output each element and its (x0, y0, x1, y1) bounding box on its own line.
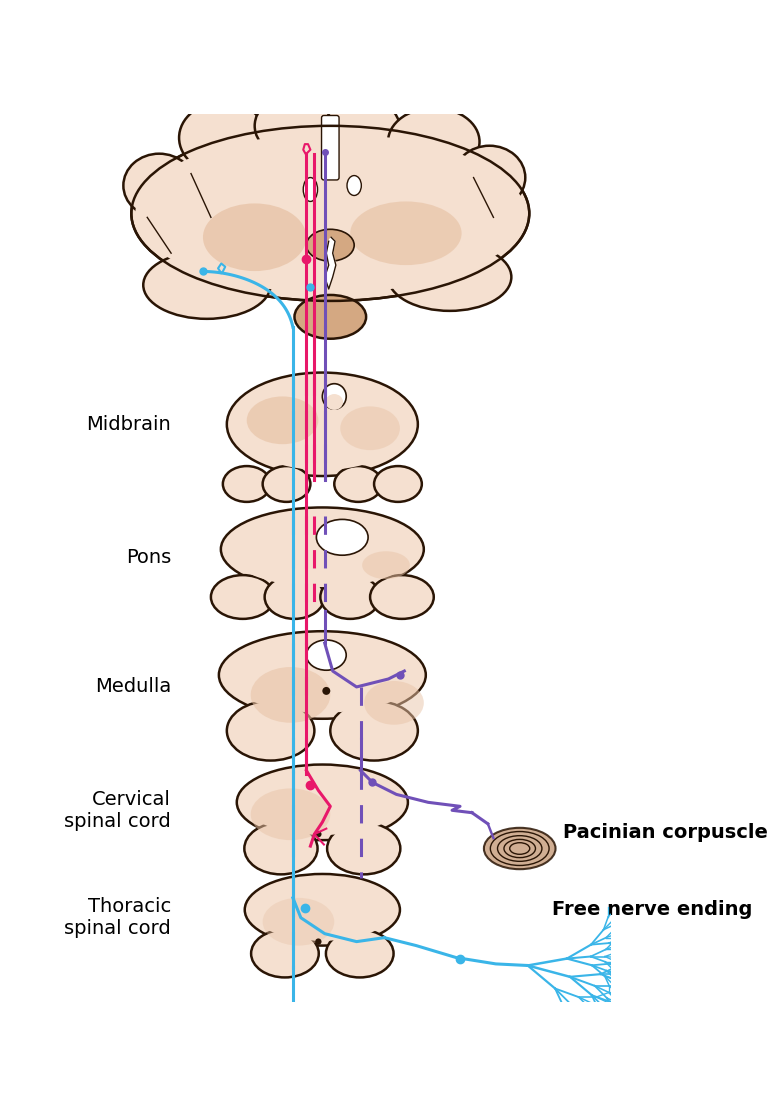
Ellipse shape (227, 373, 418, 477)
Ellipse shape (334, 466, 382, 502)
Ellipse shape (247, 396, 319, 444)
Ellipse shape (326, 930, 393, 978)
Ellipse shape (245, 874, 400, 945)
Ellipse shape (265, 575, 324, 619)
Ellipse shape (388, 108, 479, 175)
Ellipse shape (454, 146, 525, 210)
Ellipse shape (370, 575, 434, 619)
Ellipse shape (320, 575, 380, 619)
Ellipse shape (330, 701, 418, 761)
Ellipse shape (221, 508, 424, 591)
Ellipse shape (263, 898, 334, 945)
Ellipse shape (223, 466, 270, 502)
Text: Cervical
spinal cord: Cervical spinal cord (65, 790, 171, 830)
Text: Thoracic
spinal cord: Thoracic spinal cord (65, 897, 171, 939)
Ellipse shape (374, 466, 422, 502)
Ellipse shape (237, 764, 408, 840)
Ellipse shape (124, 154, 195, 218)
FancyBboxPatch shape (322, 115, 339, 180)
Polygon shape (325, 238, 336, 289)
Ellipse shape (227, 511, 418, 587)
Ellipse shape (326, 394, 343, 410)
Ellipse shape (350, 202, 462, 266)
Ellipse shape (347, 175, 361, 195)
Ellipse shape (235, 378, 410, 470)
Ellipse shape (388, 243, 511, 311)
Text: Pacinian corpuscle: Pacinian corpuscle (564, 824, 768, 843)
Ellipse shape (327, 822, 400, 874)
Ellipse shape (250, 788, 330, 840)
Circle shape (323, 687, 330, 695)
Ellipse shape (179, 102, 266, 174)
Ellipse shape (340, 406, 400, 450)
Text: Medulla: Medulla (95, 677, 171, 696)
Ellipse shape (303, 177, 317, 202)
Ellipse shape (250, 667, 330, 723)
Ellipse shape (364, 681, 424, 724)
Ellipse shape (250, 878, 394, 941)
Ellipse shape (323, 384, 346, 410)
Ellipse shape (131, 126, 529, 301)
Ellipse shape (243, 770, 402, 835)
Ellipse shape (255, 94, 334, 157)
Ellipse shape (225, 637, 420, 713)
Ellipse shape (324, 98, 400, 158)
Ellipse shape (294, 295, 366, 339)
Ellipse shape (316, 519, 368, 556)
Ellipse shape (263, 466, 310, 502)
Ellipse shape (211, 575, 275, 619)
Ellipse shape (135, 134, 525, 294)
Ellipse shape (251, 930, 319, 978)
Text: Midbrain: Midbrain (86, 415, 171, 434)
Ellipse shape (219, 632, 425, 719)
Ellipse shape (306, 229, 354, 261)
Ellipse shape (203, 203, 306, 271)
Ellipse shape (144, 251, 270, 319)
Ellipse shape (484, 828, 555, 869)
Ellipse shape (306, 639, 346, 671)
Ellipse shape (362, 551, 410, 579)
Circle shape (315, 831, 322, 837)
Ellipse shape (227, 701, 314, 761)
Circle shape (315, 939, 322, 945)
Text: Free nerve ending: Free nerve ending (551, 901, 752, 920)
Ellipse shape (244, 822, 317, 874)
Text: Pons: Pons (126, 548, 171, 567)
